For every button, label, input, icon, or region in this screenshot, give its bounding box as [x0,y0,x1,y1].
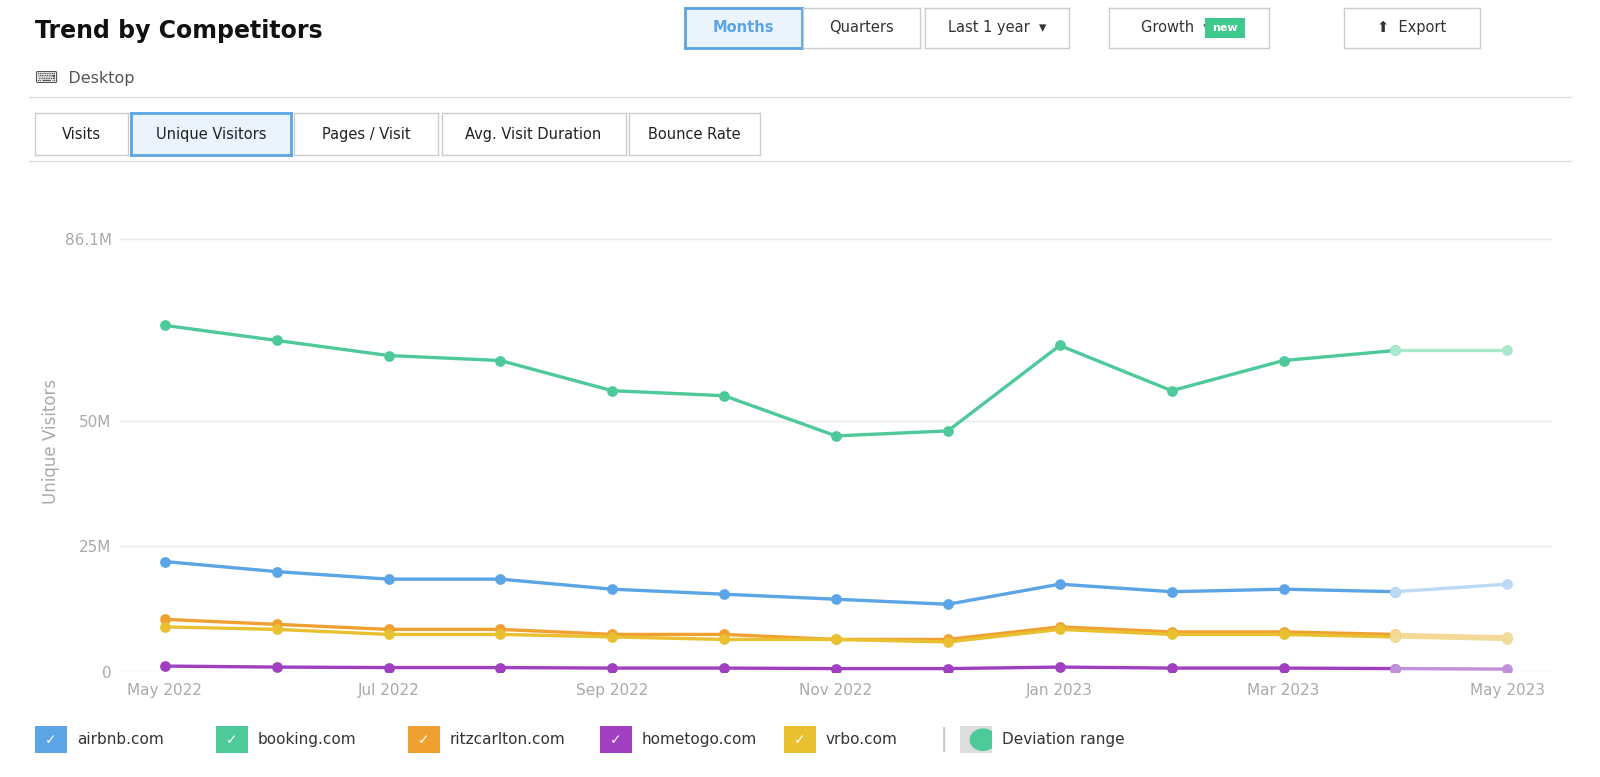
Point [822,633,848,646]
Point [488,573,514,585]
Text: vrbo.com: vrbo.com [826,732,898,747]
Point [1046,623,1072,636]
Text: Avg. Visit Duration: Avg. Visit Duration [466,127,602,141]
Point [1158,385,1184,397]
Point [1494,663,1520,675]
Point [600,583,626,595]
Point [1382,628,1408,640]
Point [1494,344,1520,357]
Point [1494,631,1520,643]
Point [822,430,848,442]
Text: ✓: ✓ [226,733,238,747]
Point [1046,621,1072,633]
Point [1046,661,1072,674]
Text: ritzcarlton.com: ritzcarlton.com [450,732,565,747]
Point [934,636,960,648]
Point [1382,344,1408,357]
Text: hometogo.com: hometogo.com [642,732,757,747]
Point [1046,340,1072,352]
Point [1270,354,1296,367]
Point [1270,625,1296,638]
Point [934,662,960,674]
Point [488,661,514,674]
Point [712,389,738,402]
Point [376,628,402,640]
Point [264,566,290,578]
Text: ✓: ✓ [418,733,430,747]
Point [712,662,738,674]
Point [1382,662,1408,674]
Point [1382,586,1408,598]
Text: Last 1 year  ▾: Last 1 year ▾ [947,20,1046,36]
Text: booking.com: booking.com [258,732,357,747]
Point [934,598,960,611]
Text: ⌨  Desktop: ⌨ Desktop [35,71,134,86]
Text: Deviation range: Deviation range [1002,732,1125,747]
Point [822,662,848,674]
Point [934,633,960,646]
Point [264,618,290,631]
Point [712,628,738,640]
Point [264,661,290,674]
Point [376,350,402,362]
Text: Months: Months [712,20,774,36]
Point [712,588,738,601]
Point [1158,586,1184,598]
Point [1382,628,1408,640]
Point [488,623,514,636]
Point [1270,628,1296,640]
Y-axis label: Unique Visitors: Unique Visitors [42,378,59,503]
Text: ⬆  Export: ⬆ Export [1378,20,1446,36]
Point [1494,633,1520,646]
Point [712,633,738,646]
Point [1270,583,1296,595]
Point [600,385,626,397]
Point [600,662,626,674]
Circle shape [970,729,995,751]
Point [1382,586,1408,598]
Point [264,334,290,347]
Point [152,319,178,332]
Point [1270,662,1296,674]
Text: new: new [1211,23,1238,33]
Point [1382,344,1408,357]
Text: ✓: ✓ [794,733,806,747]
Point [1046,578,1072,591]
Point [1158,662,1184,674]
Text: ✓: ✓ [610,733,622,747]
Point [152,556,178,568]
Point [152,660,178,672]
Text: ✓: ✓ [45,733,58,747]
Point [934,425,960,437]
Text: Visits: Visits [62,127,101,141]
Point [376,623,402,636]
Point [376,661,402,674]
Text: Growth  ▾: Growth ▾ [1141,20,1211,36]
Text: |: | [939,727,949,752]
Point [1158,625,1184,638]
Point [822,593,848,605]
Text: Quarters: Quarters [829,20,894,36]
Point [1494,578,1520,591]
Text: Bounce Rate: Bounce Rate [648,127,741,141]
Point [376,573,402,585]
Point [1382,662,1408,674]
Point [600,631,626,643]
Text: Trend by Competitors: Trend by Competitors [35,19,323,44]
Point [488,628,514,640]
Point [600,628,626,640]
Point [1382,631,1408,643]
Point [822,633,848,646]
Point [1382,631,1408,643]
Point [152,613,178,625]
Text: Unique Visitors: Unique Visitors [155,127,267,141]
Point [152,621,178,633]
Text: airbnb.com: airbnb.com [77,732,163,747]
Point [488,354,514,367]
Text: Pages / Visit: Pages / Visit [322,127,411,141]
Point [264,623,290,636]
Point [1158,628,1184,640]
